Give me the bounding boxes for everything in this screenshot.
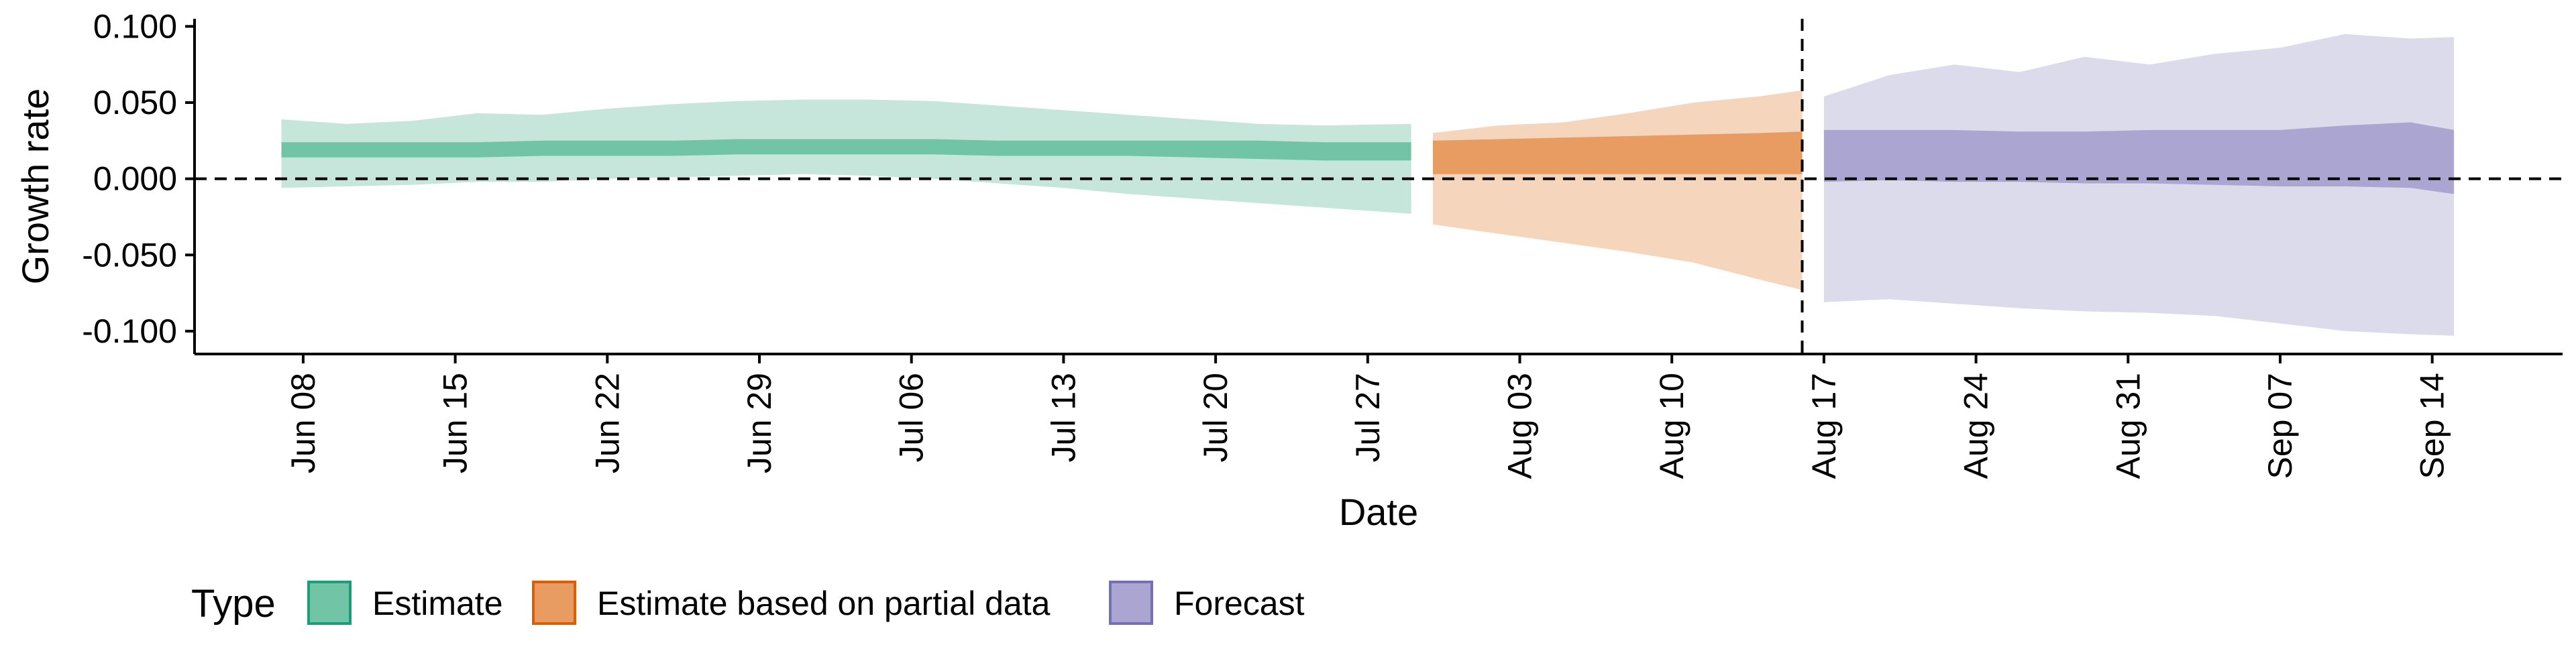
- x-tick-label: Jun 29: [741, 373, 778, 473]
- reference-lines: [195, 19, 2563, 354]
- y-tick-label: 0.100: [93, 7, 177, 45]
- forecast-legend-label: Forecast: [1174, 585, 1305, 622]
- forecast-inner-band: [1823, 122, 2455, 194]
- y-tick-label: 0.000: [93, 160, 177, 198]
- x-tick-label: Aug 03: [1501, 373, 1539, 479]
- legend-items: Estimate Estimate based on partial data Fo…: [307, 581, 1305, 625]
- estimate-legend-label: Estimate: [372, 585, 503, 622]
- x-tick-label: Jul 06: [893, 373, 930, 462]
- x-tick-label: Sep 07: [2261, 373, 2299, 479]
- x-axis-title: Date: [1339, 491, 1418, 533]
- x-tick-label: Aug 24: [1957, 373, 1995, 479]
- forecast-legend-swatch: [1109, 581, 1153, 625]
- estimate-based-on-partial-data-inner-band: [1433, 131, 1803, 174]
- forecast-outer-band: [1823, 34, 2455, 336]
- estimate-based-on-partial-data-legend-label: Estimate based on partial data: [597, 585, 1051, 622]
- x-tick-label: Jun 08: [284, 373, 322, 473]
- x-tick-label: Aug 17: [1805, 373, 1843, 479]
- x-ticks: Jun 08 Jun 15 Jun 22 Jun 29 Jul 06 Jul 13 Jul …: [284, 354, 2451, 479]
- x-tick-label: Jul 13: [1044, 373, 1082, 462]
- y-axis-title: Growth rate: [14, 89, 56, 285]
- legend-title: Type: [191, 582, 276, 626]
- x-tick-label: Sep 14: [2414, 373, 2451, 479]
- estimate-based-on-partial-data-outer-band: [1433, 90, 1803, 290]
- x-tick-label: Jul 27: [1349, 373, 1387, 462]
- legend: Type Estimate Estimate based on partial d…: [191, 581, 1305, 626]
- x-tick-label: Aug 31: [2109, 373, 2147, 479]
- band-layer: [281, 34, 2455, 336]
- x-tick-label: Jun 15: [437, 373, 474, 473]
- y-tick-label: -0.100: [82, 312, 177, 350]
- x-tick-label: Jun 22: [588, 373, 626, 473]
- y-tick-label: 0.050: [93, 84, 177, 121]
- x-tick-label: Aug 10: [1653, 373, 1690, 479]
- x-tick-label: Jul 20: [1197, 373, 1234, 462]
- axes: [193, 19, 2563, 355]
- estimate-based-on-partial-data-legend-swatch: [532, 581, 576, 625]
- y-tick-label: -0.050: [82, 236, 177, 274]
- y-ticks: 0.100 0.050 0.000 -0.050 -0.100: [82, 7, 195, 350]
- estimate-inner-band: [281, 139, 1411, 161]
- estimate-outer-band: [281, 99, 1411, 214]
- estimate-legend-swatch: [307, 581, 352, 625]
